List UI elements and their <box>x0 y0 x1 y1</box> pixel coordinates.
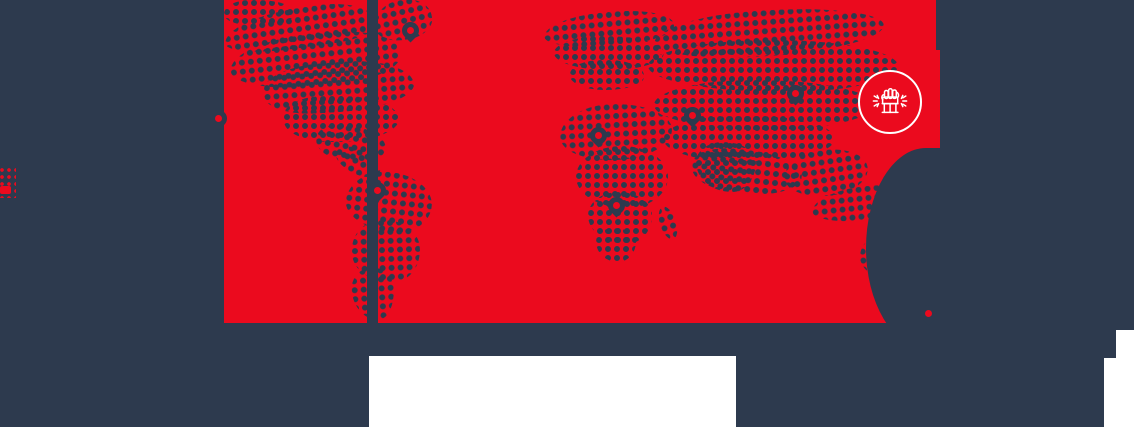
raised-fist-icon <box>872 88 908 114</box>
landmass-south-africa <box>596 228 636 262</box>
raised-fist-badge[interactable] <box>858 70 922 134</box>
landmass-southern-europe <box>570 60 644 90</box>
left-edge-map-fragment-dot <box>0 186 11 194</box>
world-map-panel[interactable] <box>224 0 940 323</box>
world-map-landmasses <box>224 0 940 323</box>
white-block-right-lower <box>1104 358 1134 427</box>
landmass-madagascar <box>655 204 681 242</box>
landmass-india <box>696 142 756 192</box>
vertical-divider-bar <box>367 0 378 323</box>
white-block-bottom-center <box>369 356 736 427</box>
panel-edge-notch <box>936 0 940 50</box>
